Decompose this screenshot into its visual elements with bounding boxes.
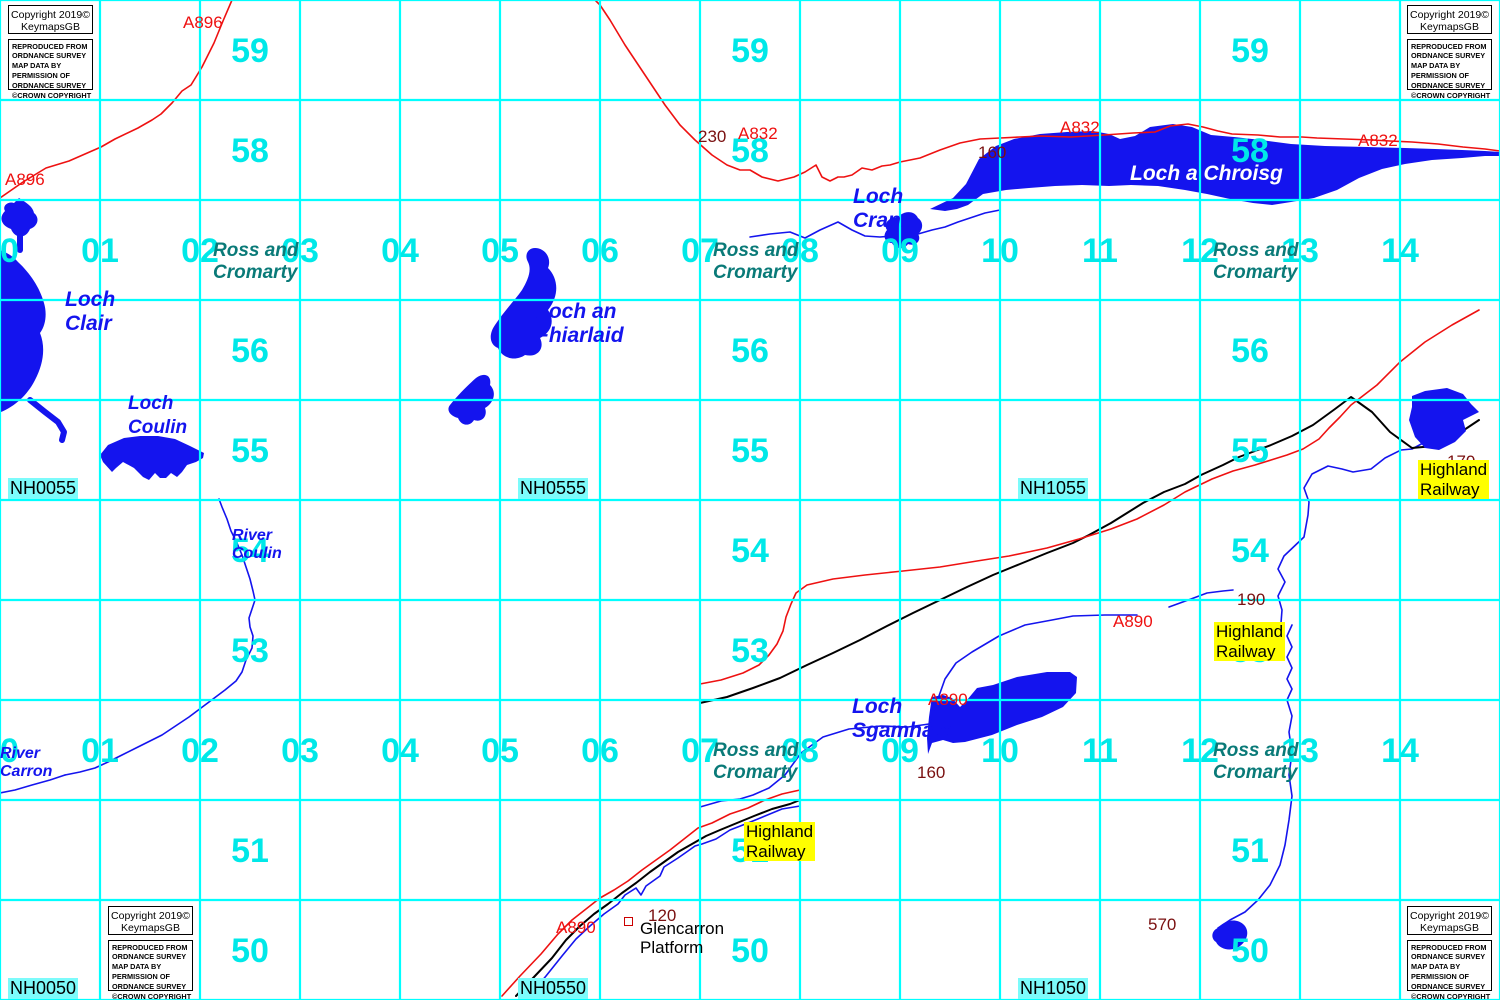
svg-text:56: 56	[231, 332, 269, 370]
svg-text:10: 10	[981, 732, 1019, 770]
svg-text:04: 04	[381, 732, 419, 770]
svg-text:00: 00	[0, 232, 19, 270]
svg-text:55: 55	[231, 432, 269, 470]
svg-text:56: 56	[1231, 332, 1269, 370]
svg-text:54: 54	[731, 532, 769, 570]
svg-text:50: 50	[231, 932, 269, 970]
svg-text:53: 53	[231, 632, 269, 670]
svg-text:11: 11	[1082, 732, 1118, 770]
svg-text:56: 56	[731, 332, 769, 370]
svg-text:05: 05	[481, 732, 519, 770]
svg-text:50: 50	[731, 932, 769, 970]
svg-text:02: 02	[181, 732, 219, 770]
svg-text:04: 04	[381, 232, 419, 270]
svg-text:05: 05	[481, 232, 519, 270]
svg-text:03: 03	[281, 732, 319, 770]
svg-text:55: 55	[731, 432, 769, 470]
svg-text:14: 14	[1381, 732, 1419, 770]
svg-text:01: 01	[81, 732, 119, 770]
svg-text:59: 59	[731, 32, 769, 70]
svg-text:09: 09	[881, 232, 919, 270]
svg-text:51: 51	[1231, 832, 1269, 870]
svg-text:54: 54	[1231, 532, 1269, 570]
svg-text:50: 50	[1231, 932, 1269, 970]
svg-text:06: 06	[581, 232, 619, 270]
svg-text:51: 51	[231, 832, 269, 870]
svg-text:14: 14	[1381, 232, 1419, 270]
svg-text:06: 06	[581, 732, 619, 770]
svg-text:53: 53	[731, 632, 769, 670]
svg-text:10: 10	[981, 232, 1019, 270]
svg-text:59: 59	[231, 32, 269, 70]
svg-text:58: 58	[231, 132, 269, 170]
svg-text:59: 59	[1231, 32, 1269, 70]
svg-text:01: 01	[81, 232, 119, 270]
svg-text:11: 11	[1082, 232, 1118, 270]
svg-text:55: 55	[1231, 432, 1269, 470]
